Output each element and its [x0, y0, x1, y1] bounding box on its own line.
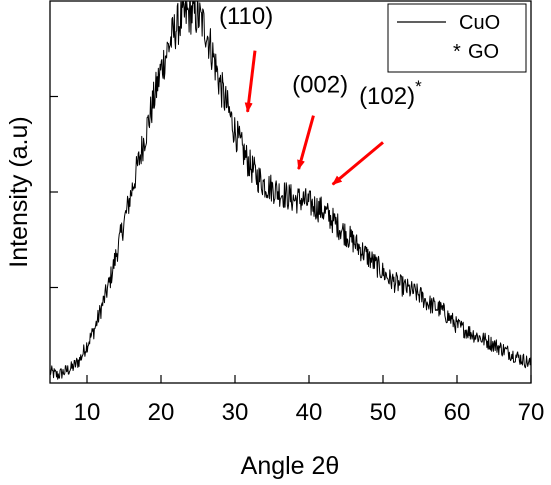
- series-line-cuo: [49, 0, 532, 380]
- y-axis-label: Intensity (a.u): [5, 116, 33, 267]
- legend-box: [387, 3, 527, 73]
- legend: CuO * GO: [387, 3, 527, 73]
- legend-marker-symbol: *: [453, 41, 461, 63]
- x-axis-ticks: 10 20 30 40 50 60 70: [74, 375, 545, 426]
- x-tick-label: 60: [444, 399, 471, 426]
- y-axis-ticks: [50, 95, 58, 289]
- x-tick-label: 50: [370, 399, 397, 426]
- plot-area: [49, 0, 532, 380]
- x-tick-label: 40: [296, 399, 323, 426]
- x-tick-label: 30: [222, 399, 249, 426]
- peak-arrow: [244, 50, 257, 113]
- peak-arrows: [244, 50, 384, 186]
- x-tick-label: 10: [74, 399, 101, 426]
- x-axis-label: Angle 2θ: [241, 452, 340, 480]
- peak-arrow: [297, 115, 315, 171]
- peak-label: (102)*: [359, 77, 422, 110]
- peak-label: (002): [292, 72, 348, 99]
- peak-label: (110): [219, 3, 273, 30]
- x-tick-label: 70: [518, 399, 545, 426]
- peak-annotations: (002)*(110)(002)(102)*: [219, 3, 422, 110]
- peak-arrow: [331, 141, 384, 186]
- x-tick-label: 20: [148, 399, 175, 426]
- legend-entry-cuo: CuO: [459, 12, 500, 34]
- legend-entry-go: GO: [468, 41, 499, 63]
